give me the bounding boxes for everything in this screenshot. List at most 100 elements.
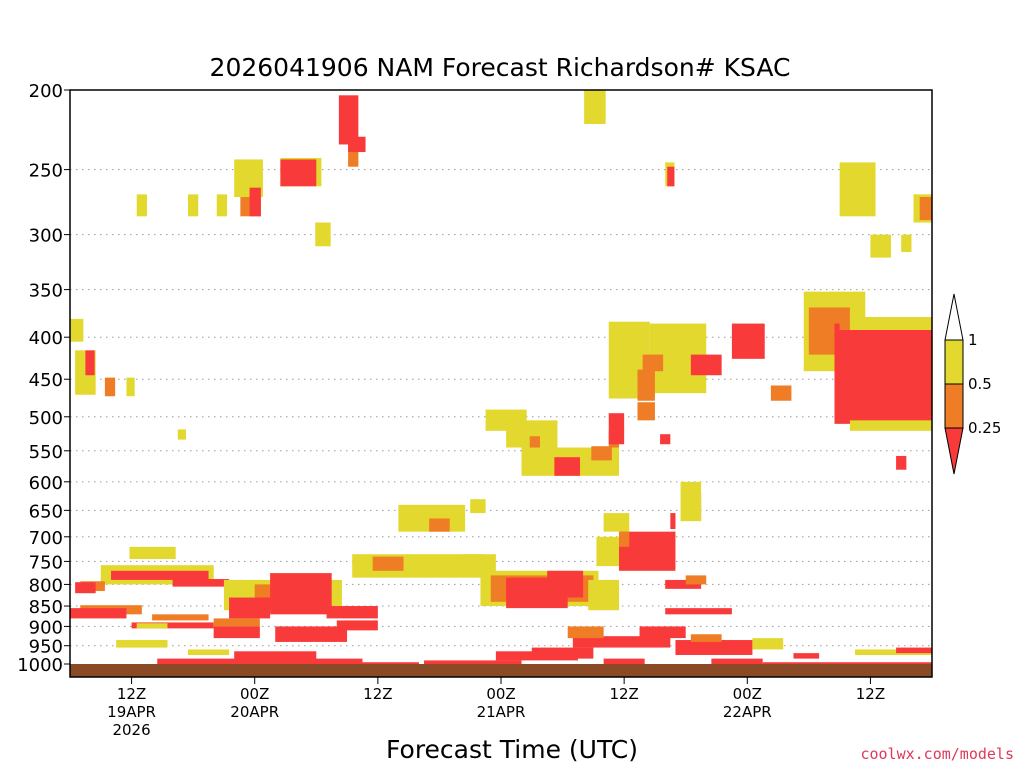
ri-region-low-53 [670,513,676,530]
ri-region-high-24 [126,377,135,397]
legend-swatch-high [944,339,964,385]
ri-region-low-81 [665,579,702,589]
ri-region-mid-43 [529,436,540,453]
x-tick-label-18-1: 20APR [230,703,279,721]
ri-region-low-0 [338,95,359,145]
legend-arrow-low [944,427,964,475]
y-tick-label-500: 500 [29,408,63,429]
ri-region-mid-1 [348,144,359,167]
ri-region-high-111 [855,649,932,655]
ri-region-mid-56 [429,518,450,532]
ri-region-mid-48 [591,446,612,461]
legend-label-1: 1 [968,331,978,349]
ri-region-low-32 [731,323,765,359]
chart-title: 2026041906 NAM Forecast Richardson# KSAC [210,53,791,82]
ri-region-high-10 [216,194,228,217]
ri-region-low-64 [111,570,209,580]
y-tick-label-650: 650 [29,501,63,522]
x-tick-label-42-0: 00Z [486,685,515,703]
x-tick-label-6-0: 12Z [117,685,146,703]
ri-region-low-74 [229,597,271,619]
x-axis-label: Forecast Time (UTC) [386,735,638,764]
ri-region-low-22 [85,350,95,376]
ri-region-mid-28 [637,369,655,401]
ri-region-mid-89 [213,618,260,627]
ri-shaded-regions [70,90,932,668]
x-tick-label-6-1: 19APR [107,703,156,721]
ri-region-low-91 [336,620,378,631]
y-tick-label-400: 400 [29,328,63,349]
ri-region-high-57 [470,499,486,514]
ri-region-low-73 [270,573,332,615]
ri-region-low-40 [896,455,907,470]
y-tick-label-350: 350 [29,281,63,302]
y-tick-label-800: 800 [29,575,63,596]
ri-region-low-67 [172,579,230,587]
ri-region-low-52 [660,434,671,445]
ri-region-low-104 [639,626,686,639]
ri-region-high-20 [70,318,84,342]
y-tick-label-850: 850 [29,597,63,618]
ri-region-low-107 [711,658,763,664]
y-tick-label-550: 550 [29,442,63,463]
x-tick-label-66-0: 00Z [733,685,762,703]
ri-region-high-51 [680,481,702,522]
ri-region-low-88 [213,626,260,639]
ri-region-low-96 [275,658,363,664]
ri-region-mid-17 [919,197,932,221]
ri-region-low-95 [157,658,281,664]
ri-region-high-92 [136,623,168,629]
ri-region-high-93 [116,640,168,648]
x-tick-label-6-2: 2026 [112,721,150,739]
ri-region-low-85 [70,608,127,619]
ri-region-high-9 [188,194,199,217]
ri-region-high-12 [584,90,606,124]
x-tick-label-54-0: 12Z [609,685,638,703]
ri-region-mid-23 [104,377,116,397]
legend-label-0-5: 0.5 [968,375,992,393]
ri-region-mid-69 [372,556,404,571]
ri-region-low-97 [331,662,419,666]
ri-region-high-98 [188,649,230,655]
ri-region-low-110 [793,653,820,659]
ri-region-low-90 [275,626,348,642]
ri-region-low-66 [75,582,96,594]
ri-region-low-49 [554,457,581,476]
y-tick-label-900: 900 [29,617,63,638]
ri-region-high-15 [839,162,876,217]
ri-region-mid-103 [567,626,604,639]
ri-region-high-8 [136,194,147,217]
x-tick-label-18-0: 00Z [240,685,269,703]
ground-strip [70,664,932,677]
ri-region-mid-82 [685,575,707,585]
ri-region-high-58 [603,513,630,532]
ri-region-mid-106 [690,634,722,642]
y-tick-label-300: 300 [29,226,63,247]
ri-region-mid-30 [642,354,664,372]
x-tick-label-78-0: 12Z [856,685,885,703]
ri-region-high-62 [129,546,176,560]
ri-region-low-101 [531,647,594,659]
ri-region-low-102 [572,636,671,648]
y-tick-label-700: 700 [29,528,63,549]
ri-region-high-19 [901,234,912,253]
ri-region-high-18 [870,234,891,258]
ri-region-mid-29 [637,402,655,421]
ri-region-low-7 [249,187,261,217]
x-tick-label-66-1: 22APR [723,703,772,721]
ri-region-low-86 [131,622,214,629]
y-tick-label-750: 750 [29,552,63,573]
ri-region-high-70 [463,554,484,569]
ri-region-mid-87 [152,614,209,621]
ri-region-high-25 [177,429,186,440]
credit-text[interactable]: coolwx.com/models [860,745,1014,763]
y-tick-label-600: 600 [29,473,63,494]
ri-region-low-79 [547,570,584,598]
ri-region-low-14 [667,166,675,187]
ri-region-low-113 [603,658,645,664]
ri-region-low-112 [896,647,932,654]
ri-region-low-4 [280,159,317,187]
ri-region-high-80 [588,579,620,611]
